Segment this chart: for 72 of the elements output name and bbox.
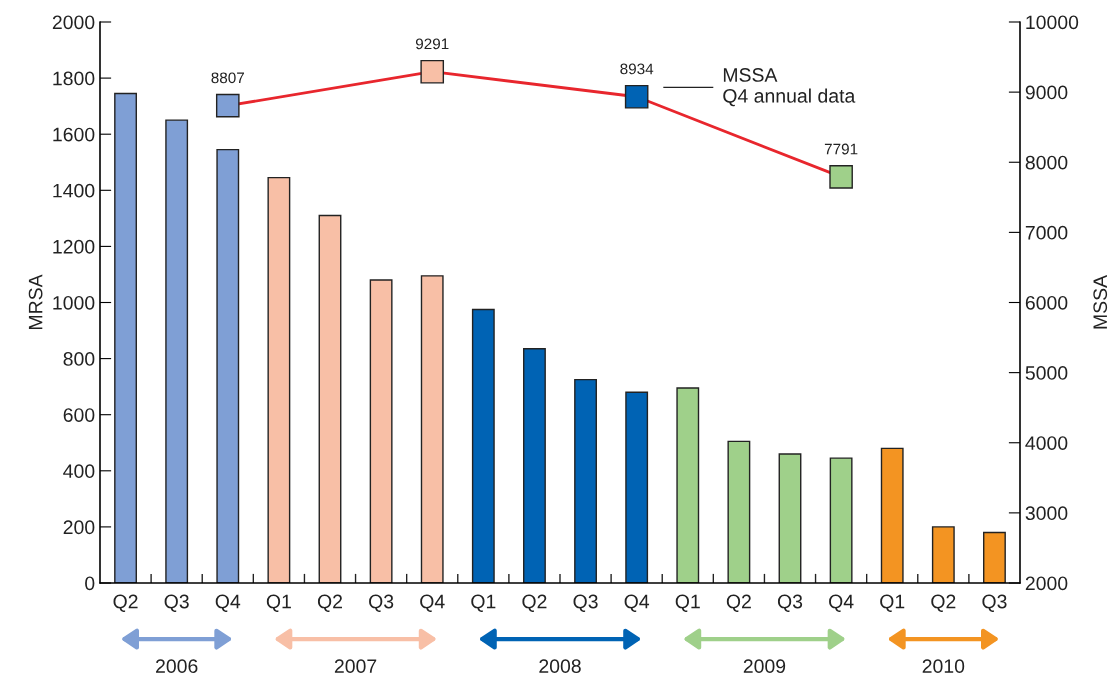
bar — [880, 447, 904, 583]
y-tick-label: 1200 — [53, 239, 95, 254]
text: 2006 — [156, 659, 198, 674]
y-tick-label: 2000 — [52, 15, 95, 30]
x-tick-label: Q4 — [829, 594, 854, 612]
bar — [829, 457, 853, 583]
x-tick-label: Q1 — [471, 594, 496, 612]
y-tick-label: 1800 — [53, 71, 95, 86]
bar — [114, 92, 137, 583]
x-tick-label: Q3 — [573, 594, 598, 612]
bar — [523, 348, 546, 583]
x-tick-label: Q3 — [777, 594, 803, 612]
y2-tick-label: 4000 — [1025, 436, 1068, 450]
bar — [165, 119, 189, 583]
x-tick-label: Q3 — [164, 594, 189, 612]
y-tick-label: 0 — [85, 576, 95, 591]
y-tick-label: 1400 — [53, 183, 95, 198]
text: 2008 — [539, 659, 581, 674]
x-tick-label: Q3 — [982, 594, 1007, 612]
data-label: 8807 — [211, 72, 245, 84]
y-tick-label: 1600 — [53, 127, 95, 142]
bar — [727, 440, 751, 583]
x-tick-label: Q1 — [266, 594, 291, 612]
y2-tick-label: 8000 — [1025, 155, 1068, 170]
text: 2007 — [334, 659, 377, 674]
x-tick-label: Q2 — [931, 594, 956, 612]
text: 2009 — [743, 659, 786, 674]
bar — [318, 214, 342, 583]
point — [829, 165, 853, 189]
y2-tick-label: 2000 — [1025, 576, 1068, 591]
x-tick-label: Q4 — [624, 594, 650, 612]
x-tick-label: Q2 — [726, 594, 751, 612]
legend-label: MSSA Q4 annual data — [723, 68, 856, 107]
y-tick-label: 200 — [63, 520, 95, 535]
y-tick-label: 800 — [63, 352, 95, 366]
bar — [676, 387, 700, 583]
point — [624, 84, 649, 109]
data-label: 7791 — [824, 143, 858, 155]
x-tick-label: Q1 — [675, 594, 700, 612]
x-tick-label: Q1 — [880, 594, 905, 612]
point — [215, 93, 240, 118]
y2-tick-label: 7000 — [1025, 225, 1068, 240]
bar — [216, 148, 240, 583]
x-tick-label: Q3 — [369, 594, 394, 612]
bar — [369, 279, 393, 583]
x-tick-label: Q2 — [113, 594, 138, 612]
y2-tick-label: 9000 — [1025, 85, 1068, 100]
y2-axis-title: MSSA — [1093, 274, 1108, 329]
x-tick-label: Q4 — [420, 594, 445, 612]
bar — [574, 378, 597, 583]
x-tick-label: Q4 — [215, 594, 241, 612]
bar — [267, 176, 291, 583]
bar — [625, 391, 649, 583]
y2-tick-label: 10000 — [1026, 15, 1079, 30]
y-tick-label: 600 — [63, 408, 95, 422]
point — [420, 59, 445, 84]
y-axis-title: MRSA — [28, 274, 43, 329]
x-tick-label: Q2 — [522, 594, 547, 612]
text: 2010 — [922, 659, 965, 674]
y-tick-label: 400 — [63, 464, 95, 479]
bar — [778, 453, 802, 583]
y-tick-label: 1000 — [53, 295, 95, 310]
bar — [420, 275, 444, 583]
x-tick-label: Q2 — [317, 594, 342, 612]
data-label: 9291 — [415, 38, 449, 50]
bar — [983, 531, 1006, 583]
y2-tick-label: 6000 — [1025, 295, 1068, 310]
data-label: 8934 — [620, 63, 654, 75]
y2-tick-label: 3000 — [1025, 506, 1068, 521]
bar — [471, 308, 495, 583]
bar — [931, 526, 955, 583]
y2-tick-label: 5000 — [1025, 366, 1068, 380]
